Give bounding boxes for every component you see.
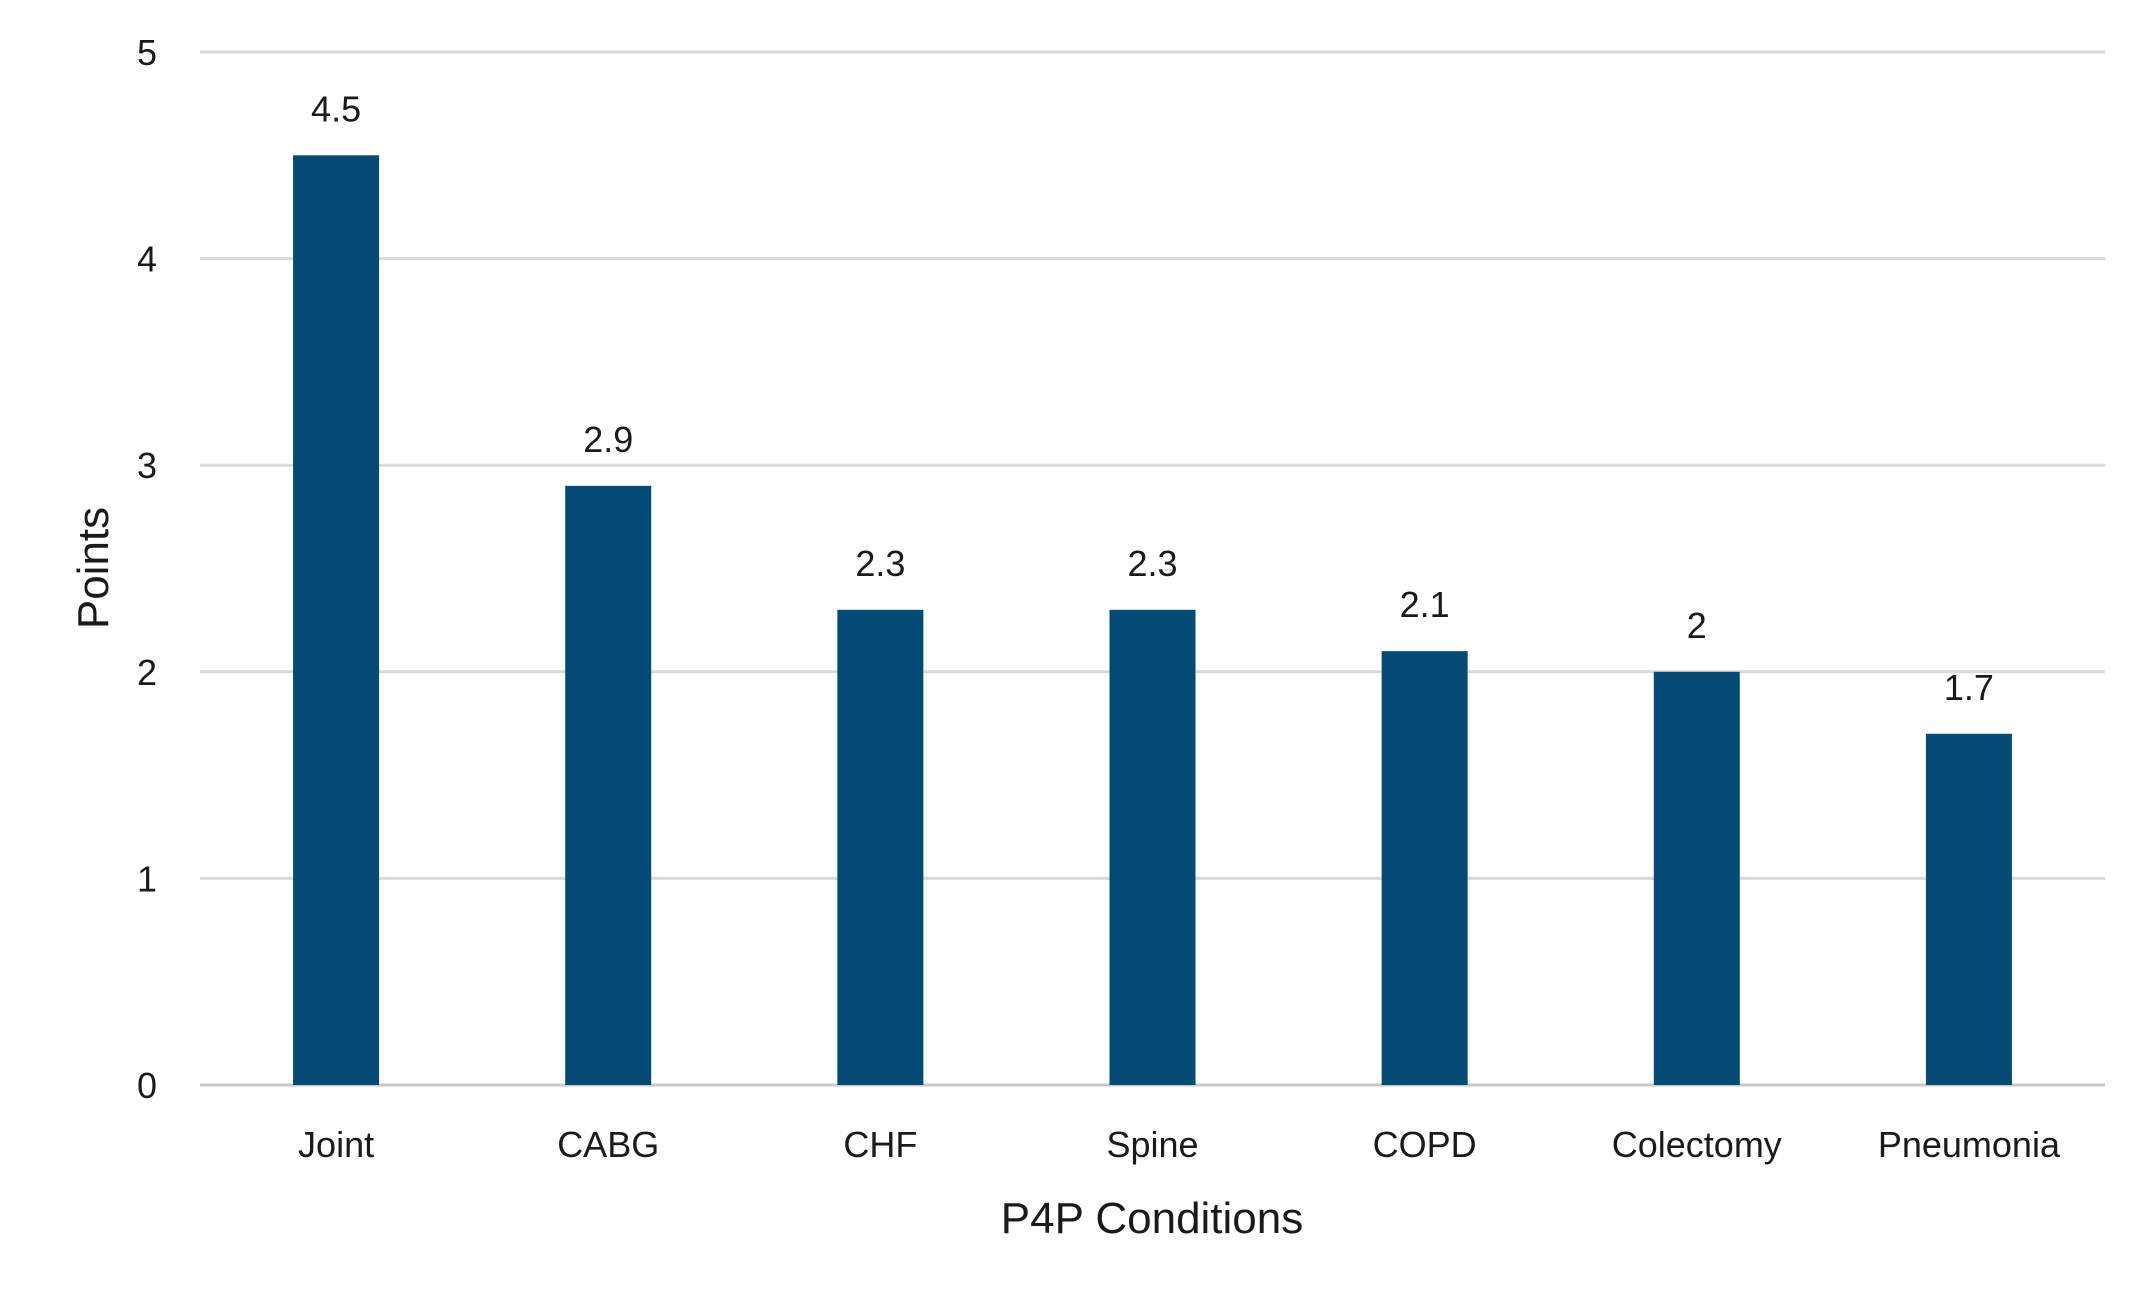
data-label: 2 [1687, 605, 1707, 646]
x-tick-label: CABG [557, 1124, 659, 1165]
bar-joint [293, 155, 380, 1086]
bar-copd [1381, 651, 1468, 1085]
data-label: 2.1 [1400, 584, 1450, 625]
data-labels: 4.5 2.9 2.3 2.3 2.1 2 1.7 [311, 88, 1994, 707]
data-label: 1.7 [1944, 667, 1994, 708]
bar-chf [837, 609, 924, 1085]
x-tick-label: Spine [1106, 1124, 1198, 1165]
bar-pneumonia [1925, 733, 2012, 1085]
y-tick-label: 5 [137, 32, 157, 73]
bar-cabg [565, 485, 652, 1085]
y-tick-label: 4 [137, 239, 157, 280]
data-label: 4.5 [311, 88, 361, 129]
x-tick-label: CHF [843, 1124, 917, 1165]
y-tick-label: 2 [137, 652, 157, 693]
y-axis-ticks: 0 1 2 3 4 5 [137, 32, 157, 1106]
data-label: 2.9 [583, 419, 633, 460]
y-tick-label: 3 [137, 445, 157, 486]
x-axis-title: P4P Conditions [1001, 1194, 1304, 1243]
x-tick-label: Joint [298, 1124, 374, 1165]
x-tick-label: Colectomy [1612, 1124, 1782, 1165]
data-label: 2.3 [855, 543, 905, 584]
x-tick-label: Pneumonia [1878, 1124, 2061, 1165]
x-tick-label: COPD [1373, 1124, 1477, 1165]
y-tick-label: 1 [137, 858, 157, 899]
bar-colectomy [1653, 671, 1740, 1085]
data-label: 2.3 [1127, 543, 1177, 584]
bars [293, 155, 2012, 1086]
bar-spine [1109, 609, 1196, 1085]
y-tick-label: 0 [137, 1065, 157, 1106]
y-axis-title: Points [69, 507, 118, 629]
x-axis-ticks: Joint CABG CHF Spine COPD Colectomy Pneumonia [298, 1124, 2061, 1165]
